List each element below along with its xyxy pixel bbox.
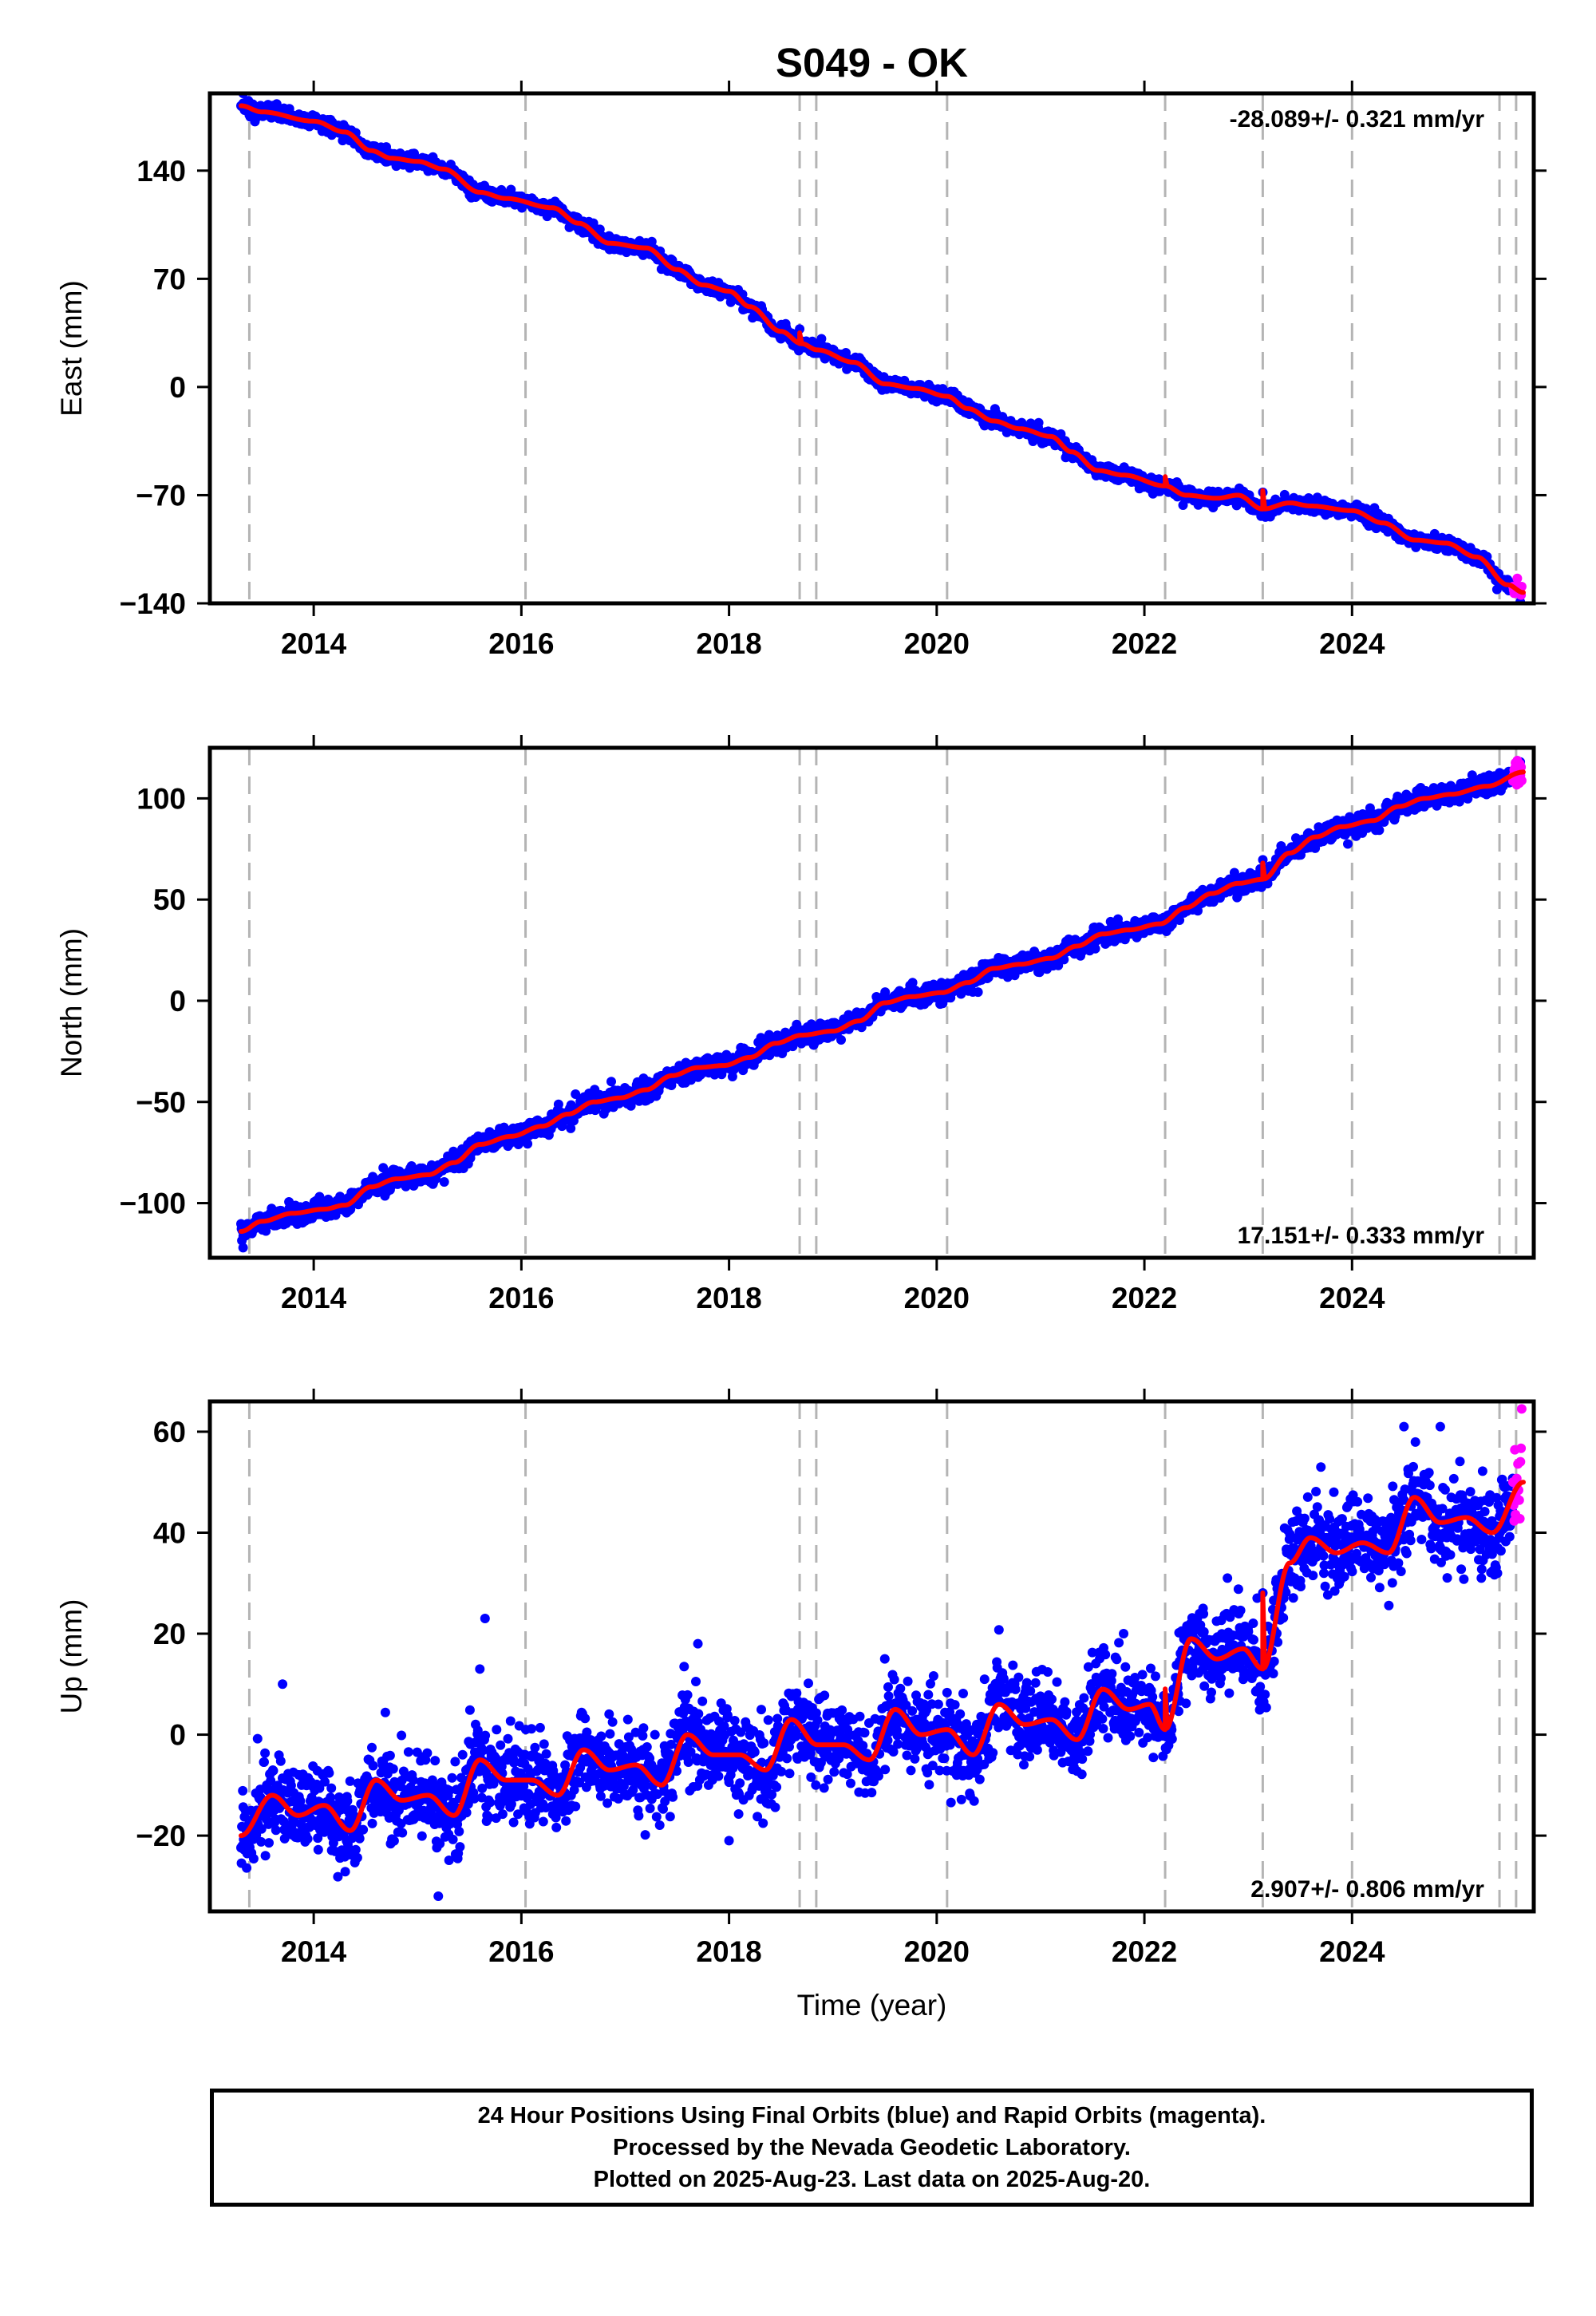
y-tick-label: −70 [136,479,186,512]
final-orbit-point [816,334,827,344]
rapid-orbit-point [1512,573,1523,583]
final-orbit-point [1033,417,1044,428]
model-fit-line [239,103,1526,595]
final-orbit-point [646,236,657,247]
x-tick-label: 2020 [904,627,970,660]
y-axis-label: East (mm) [55,280,88,417]
plot-area [236,748,1527,1258]
final-orbit-point [439,1177,449,1187]
final-orbit-point [973,987,983,998]
panel-east: 2014 2016 2018 2020 2022 2024 −140 −70 0 70 140 Eas… [55,40,1547,660]
x-tick-label: 2018 [696,627,761,660]
y-tick-label: −140 [120,587,186,620]
plot-frame [207,91,1536,606]
velocity-label: -28.089+/- 0.321 mm/yr [1230,106,1485,132]
y-tick-label: 140 [136,155,186,188]
final-orbit-point [606,1077,616,1087]
x-tick-label: 2024 [1319,627,1385,660]
y-tick-label: 70 [153,263,186,295]
panel-north: 2014 2016 2018 2020 2022 2024−100−50050100Nor… [55,735,1547,1314]
final-orbit-point [795,324,805,334]
final-orbit-point [1178,500,1188,510]
y-tick-label: 0 [169,371,186,404]
chart-title: S049 - OK [776,40,968,85]
final-orbit-point [1361,504,1371,514]
final-orbit-point [523,1139,533,1149]
plot-area [236,93,1527,603]
x-tick-label: 2016 [488,627,554,660]
x-tick-label: 2022 [1112,627,1177,660]
final-orbit-point [836,1035,846,1045]
x-tick-label: 2014 [281,627,347,660]
